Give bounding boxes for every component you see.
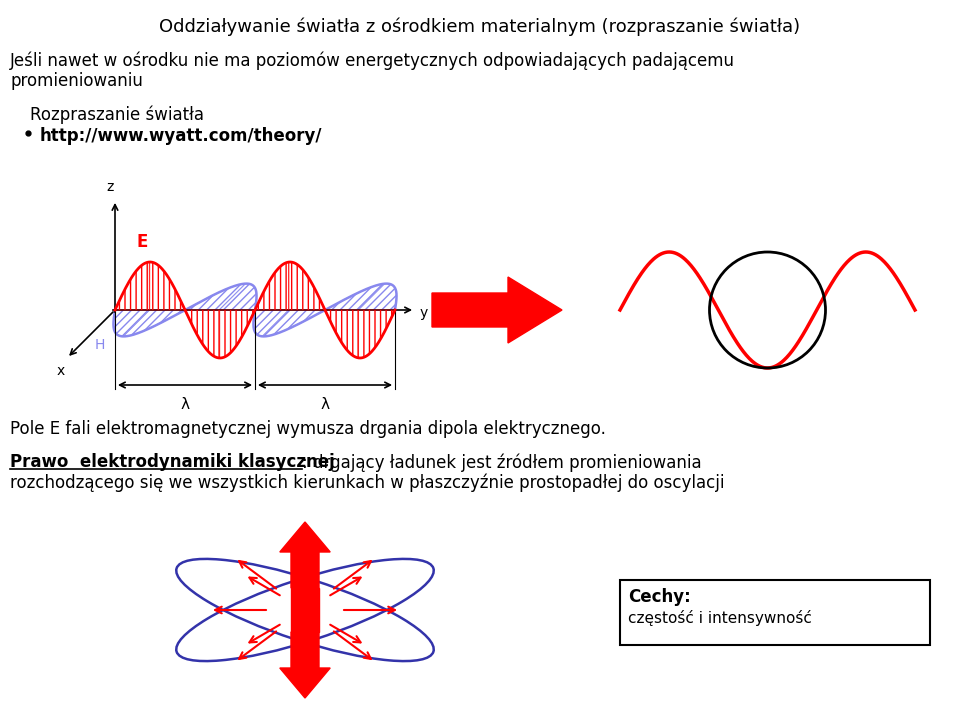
- Text: Cechy:: Cechy:: [628, 588, 691, 606]
- FancyBboxPatch shape: [620, 580, 930, 645]
- Polygon shape: [432, 277, 562, 343]
- Text: Prawo  elektrodynamiki klasycznej: Prawo elektrodynamiki klasycznej: [10, 453, 335, 471]
- Text: : drgający ładunek jest źródłem promieniowania: : drgający ładunek jest źródłem promieni…: [302, 453, 702, 471]
- Text: E: E: [137, 233, 149, 251]
- Text: rozchodzącego się we wszystkich kierunkach w płaszczyźnie prostopadłej do oscyla: rozchodzącego się we wszystkich kierunka…: [10, 473, 725, 492]
- Text: częstość i intensywność: częstość i intensywność: [628, 610, 812, 626]
- Polygon shape: [291, 588, 319, 632]
- Text: Jeśli nawet w ośrodku nie ma poziomów energetycznych odpowiadających padającemu: Jeśli nawet w ośrodku nie ma poziomów en…: [10, 52, 735, 71]
- Text: y: y: [420, 306, 428, 320]
- Text: Oddziaływanie światła z ośrodkiem materialnym (rozpraszanie światła): Oddziaływanie światła z ośrodkiem materi…: [159, 18, 801, 37]
- Polygon shape: [279, 522, 330, 588]
- Text: H: H: [95, 338, 106, 352]
- Text: λ: λ: [180, 397, 189, 412]
- Polygon shape: [279, 632, 330, 698]
- Text: z: z: [107, 180, 113, 194]
- Text: λ: λ: [321, 397, 329, 412]
- Text: x: x: [57, 364, 65, 378]
- Text: http://www.wyatt.com/theory/: http://www.wyatt.com/theory/: [40, 127, 323, 145]
- Text: Pole E fali elektromagnetycznej wymusza drgania dipola elektrycznego.: Pole E fali elektromagnetycznej wymusza …: [10, 420, 606, 438]
- Text: Rozpraszanie światła: Rozpraszanie światła: [30, 105, 204, 123]
- Text: promieniowaniu: promieniowaniu: [10, 72, 143, 90]
